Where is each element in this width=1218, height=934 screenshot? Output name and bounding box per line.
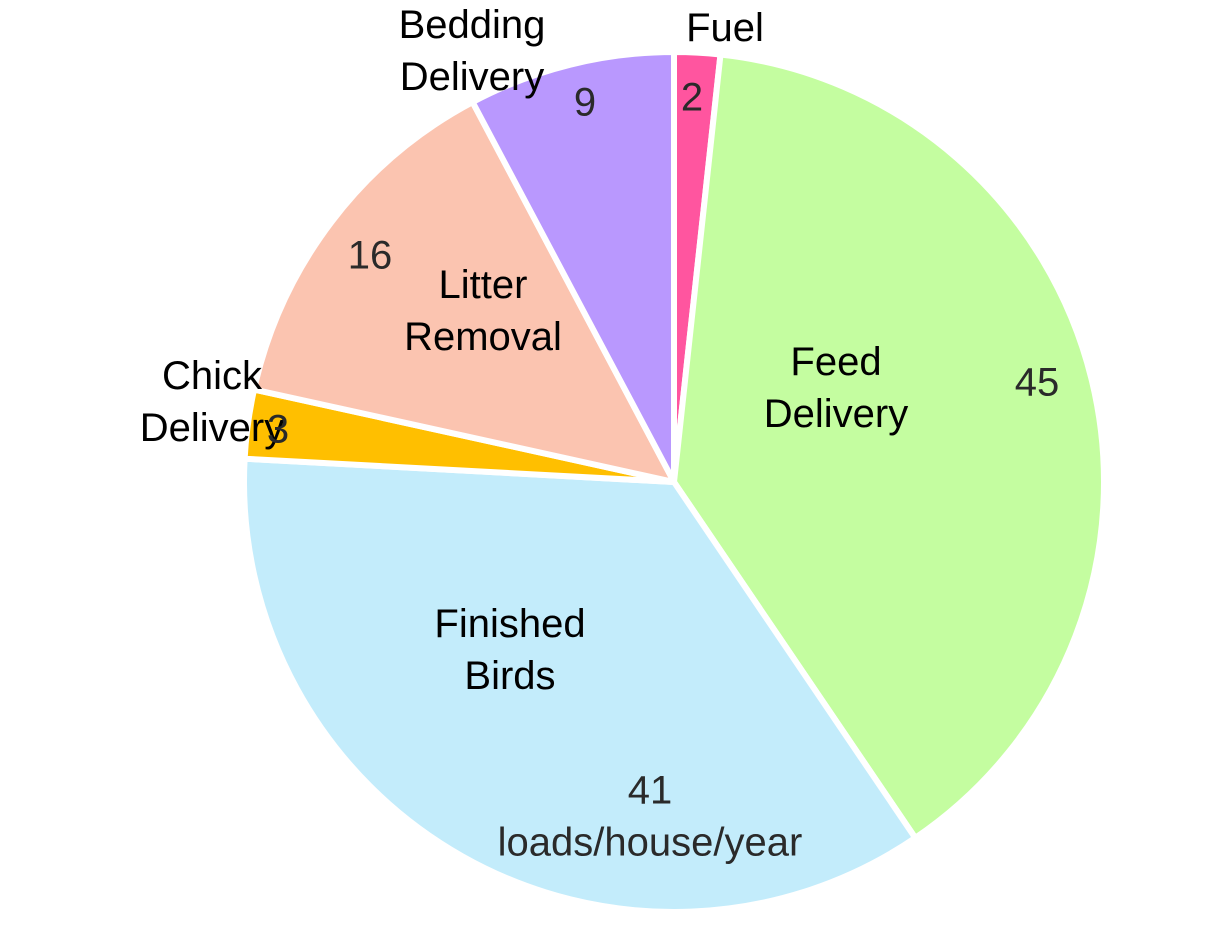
annotation: loads/house/year [498, 821, 803, 865]
slice-label: Chick Delivery [140, 354, 284, 450]
pie-slice [670, 51, 1107, 843]
value-label: 9 [574, 81, 596, 125]
slice-label: Bedding Delivery [399, 3, 546, 99]
pie-slice [468, 48, 677, 484]
value-label: 2 [681, 76, 703, 120]
value-label: 3 [267, 408, 289, 452]
slice-label: Feed Delivery [764, 340, 908, 436]
value-label: 41 [628, 769, 673, 813]
slice-label: Litter Removal [404, 263, 562, 359]
value-label: 16 [348, 234, 393, 278]
slice-label: Fuel [686, 6, 764, 50]
pie-slice [250, 98, 680, 487]
slice-label: Finished Birds [434, 602, 585, 698]
value-label: 45 [1015, 361, 1060, 405]
pie-slice [241, 455, 920, 915]
